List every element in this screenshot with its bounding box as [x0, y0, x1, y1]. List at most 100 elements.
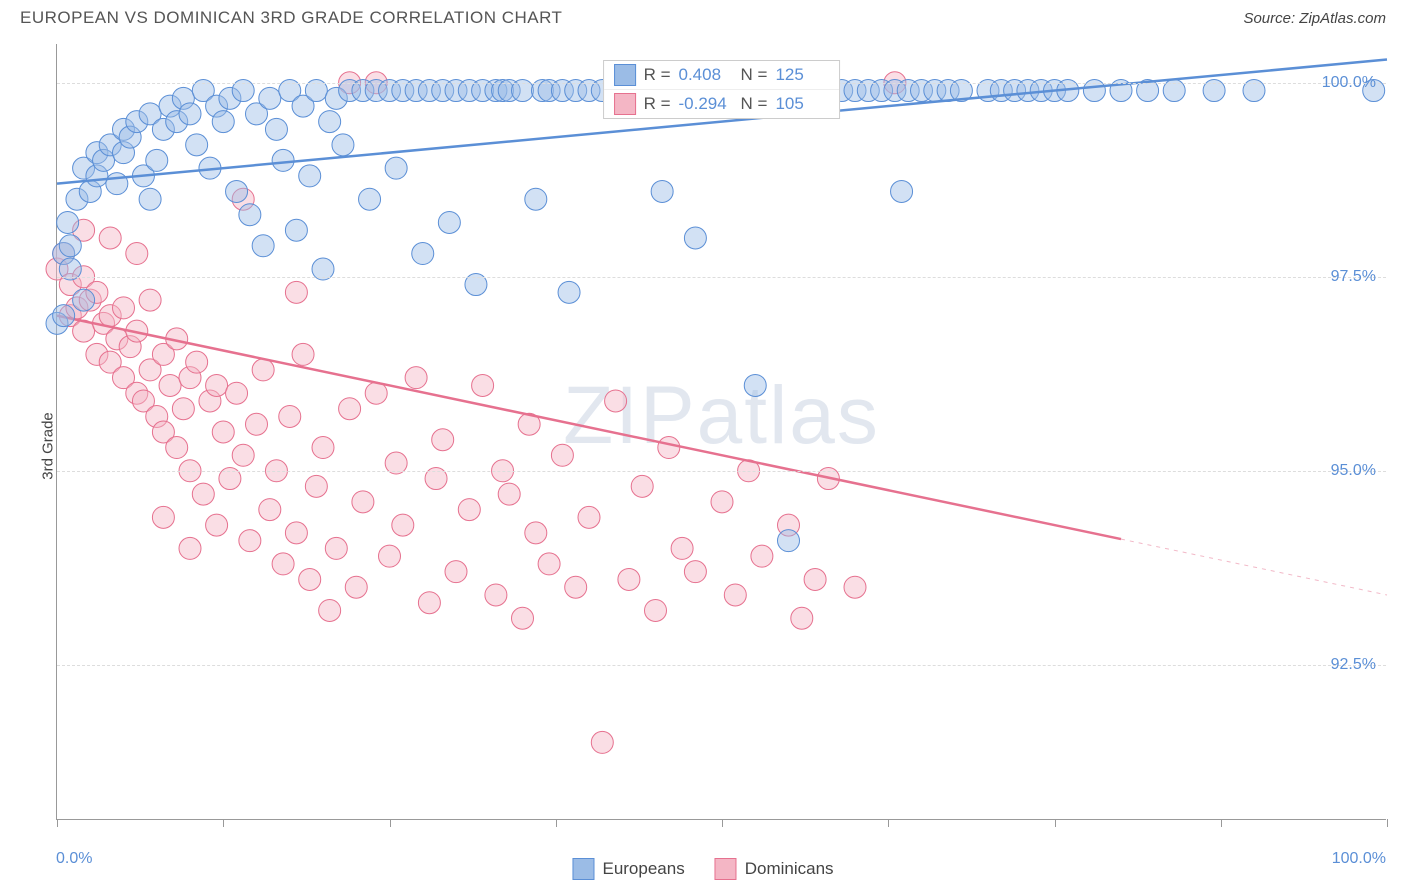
- dominicans-point: [285, 281, 307, 303]
- dominicans-point: [239, 530, 261, 552]
- dominicans-point: [305, 475, 327, 497]
- europeans-point: [265, 118, 287, 140]
- dominicans-point: [458, 499, 480, 521]
- n-value: 125: [775, 65, 829, 85]
- x-tick: [57, 819, 58, 827]
- plot-area: ZIPatlas R =0.408N =125R =-0.294N =105 9…: [56, 44, 1386, 820]
- r-label: R =: [644, 94, 671, 114]
- dominicans-point: [658, 437, 680, 459]
- chart-header: EUROPEAN VS DOMINICAN 3RD GRADE CORRELAT…: [0, 0, 1406, 32]
- chart-svg: [57, 44, 1386, 819]
- europeans-point: [226, 180, 248, 202]
- dominicans-point: [139, 289, 161, 311]
- dominicans-point: [525, 522, 547, 544]
- europeans-point: [139, 188, 161, 210]
- gridline: [57, 665, 1386, 666]
- x-axis-min-label: 0.0%: [56, 850, 92, 868]
- europeans-point: [285, 219, 307, 241]
- n-value: 105: [775, 94, 829, 114]
- europeans-point: [385, 157, 407, 179]
- x-axis-max-label: 100.0%: [1332, 850, 1386, 868]
- dominicans-point: [159, 374, 181, 396]
- gridline: [57, 277, 1386, 278]
- dominicans-point: [246, 413, 268, 435]
- europeans-point: [319, 111, 341, 133]
- europeans-point: [299, 165, 321, 187]
- dominicans-point: [285, 522, 307, 544]
- dominicans-point: [551, 444, 573, 466]
- europeans-point: [53, 305, 75, 327]
- correlation-legend: R = 0.408 N = 125 R = -0.294 N = 105: [603, 60, 841, 119]
- n-label: N =: [741, 94, 768, 114]
- dominicans-point: [671, 537, 693, 559]
- dominicans-point: [565, 576, 587, 598]
- europeans-point: [212, 111, 234, 133]
- dominicans-point: [99, 227, 121, 249]
- europeans-point: [359, 188, 381, 210]
- dominicans-point: [172, 398, 194, 420]
- dominicans-point: [645, 599, 667, 621]
- dominicans-point: [252, 359, 274, 381]
- y-tick-label: 100.0%: [1322, 74, 1376, 92]
- dominicans-point: [206, 514, 228, 536]
- dominicans-point: [724, 584, 746, 606]
- dominicans-point: [538, 553, 560, 575]
- dominicans-point: [844, 576, 866, 598]
- europeans-point: [106, 173, 128, 195]
- x-tick: [1387, 819, 1388, 827]
- dominicans-point: [232, 444, 254, 466]
- dominicans-point: [166, 437, 188, 459]
- europeans-point: [651, 180, 673, 202]
- n-label: N =: [741, 65, 768, 85]
- europeans-point: [59, 235, 81, 257]
- legend-swatch: [715, 858, 737, 880]
- europeans-point: [57, 211, 79, 233]
- dominicans-point: [605, 390, 627, 412]
- y-tick-label: 92.5%: [1331, 656, 1376, 674]
- gridline: [57, 471, 1386, 472]
- chart-source: Source: ZipAtlas.com: [1243, 10, 1386, 27]
- europeans-point: [146, 149, 168, 171]
- europeans-point: [179, 103, 201, 125]
- dominicans-point: [405, 367, 427, 389]
- dominicans-point: [379, 545, 401, 567]
- europeans-point: [332, 134, 354, 156]
- r-value: 0.408: [679, 65, 733, 85]
- dominicans-point: [432, 429, 454, 451]
- europeans-point: [412, 243, 434, 265]
- dominicans-point: [485, 584, 507, 606]
- dominicans-point: [206, 374, 228, 396]
- dominicans-point: [345, 576, 367, 598]
- x-tick: [556, 819, 557, 827]
- europeans-point: [744, 374, 766, 396]
- dominicans-point: [578, 506, 600, 528]
- dominicans-point: [631, 475, 653, 497]
- r-label: R =: [644, 65, 671, 85]
- x-tick: [1055, 819, 1056, 827]
- dominicans-point: [292, 343, 314, 365]
- r-value: -0.294: [679, 94, 733, 114]
- dominicans-point: [192, 483, 214, 505]
- europeans-point: [891, 180, 913, 202]
- dominicans-point: [684, 561, 706, 583]
- dominicans-point: [392, 514, 414, 536]
- europeans-point: [778, 530, 800, 552]
- x-tick: [888, 819, 889, 827]
- series-legend-label: Europeans: [602, 859, 684, 879]
- correlation-legend-row: R = -0.294 N = 105: [604, 89, 840, 118]
- europeans-point: [558, 281, 580, 303]
- dominicans-point: [126, 243, 148, 265]
- dominicans-point: [279, 405, 301, 427]
- legend-swatch: [614, 64, 636, 86]
- dominicans-point: [179, 537, 201, 559]
- dominicans-point: [259, 499, 281, 521]
- chart-title: EUROPEAN VS DOMINICAN 3RD GRADE CORRELAT…: [20, 8, 562, 28]
- x-tick: [223, 819, 224, 827]
- dominicans-point: [352, 491, 374, 513]
- dominicans-point: [212, 421, 234, 443]
- x-tick: [722, 819, 723, 827]
- europeans-point: [684, 227, 706, 249]
- dominicans-point: [319, 599, 341, 621]
- dominicans-point: [618, 568, 640, 590]
- europeans-point: [259, 87, 281, 109]
